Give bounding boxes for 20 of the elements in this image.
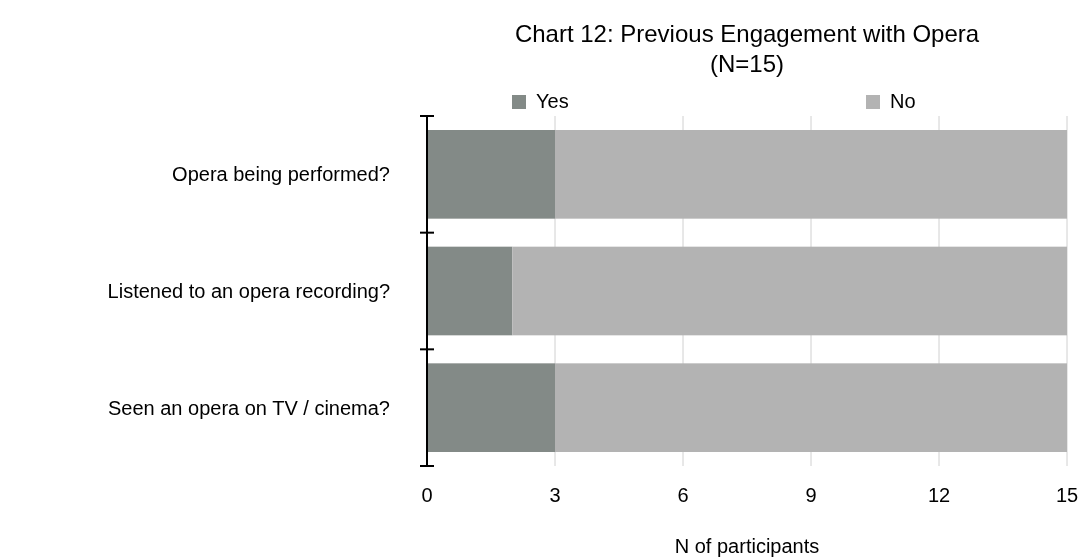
legend-label: Yes [536,90,569,112]
x-axis-title: N of participants [674,535,820,557]
x-tick-label: 6 [677,484,689,506]
bar [427,363,555,452]
y-tick-label: Opera being performed? [172,163,390,186]
y-tick-label: Seen an opera on TV / cinema? [107,396,390,419]
x-tick-label: 15 [1055,484,1079,506]
legend-label: No [890,90,916,112]
bar [427,246,513,336]
x-tick-label: 0 [421,484,433,506]
bar [555,363,1067,452]
bar [512,246,1067,336]
chart-title: Chart 12: Previous Engagement with Opera [514,20,980,47]
bar [555,130,1067,219]
x-tick-label: 3 [549,484,561,506]
chart-subtitle: (N=15) [709,50,785,77]
x-tick-label: 12 [927,484,951,506]
y-tick-label: Listened to an opera recording? [107,280,390,302]
x-tick-label: 9 [805,484,817,506]
bar [427,130,555,219]
